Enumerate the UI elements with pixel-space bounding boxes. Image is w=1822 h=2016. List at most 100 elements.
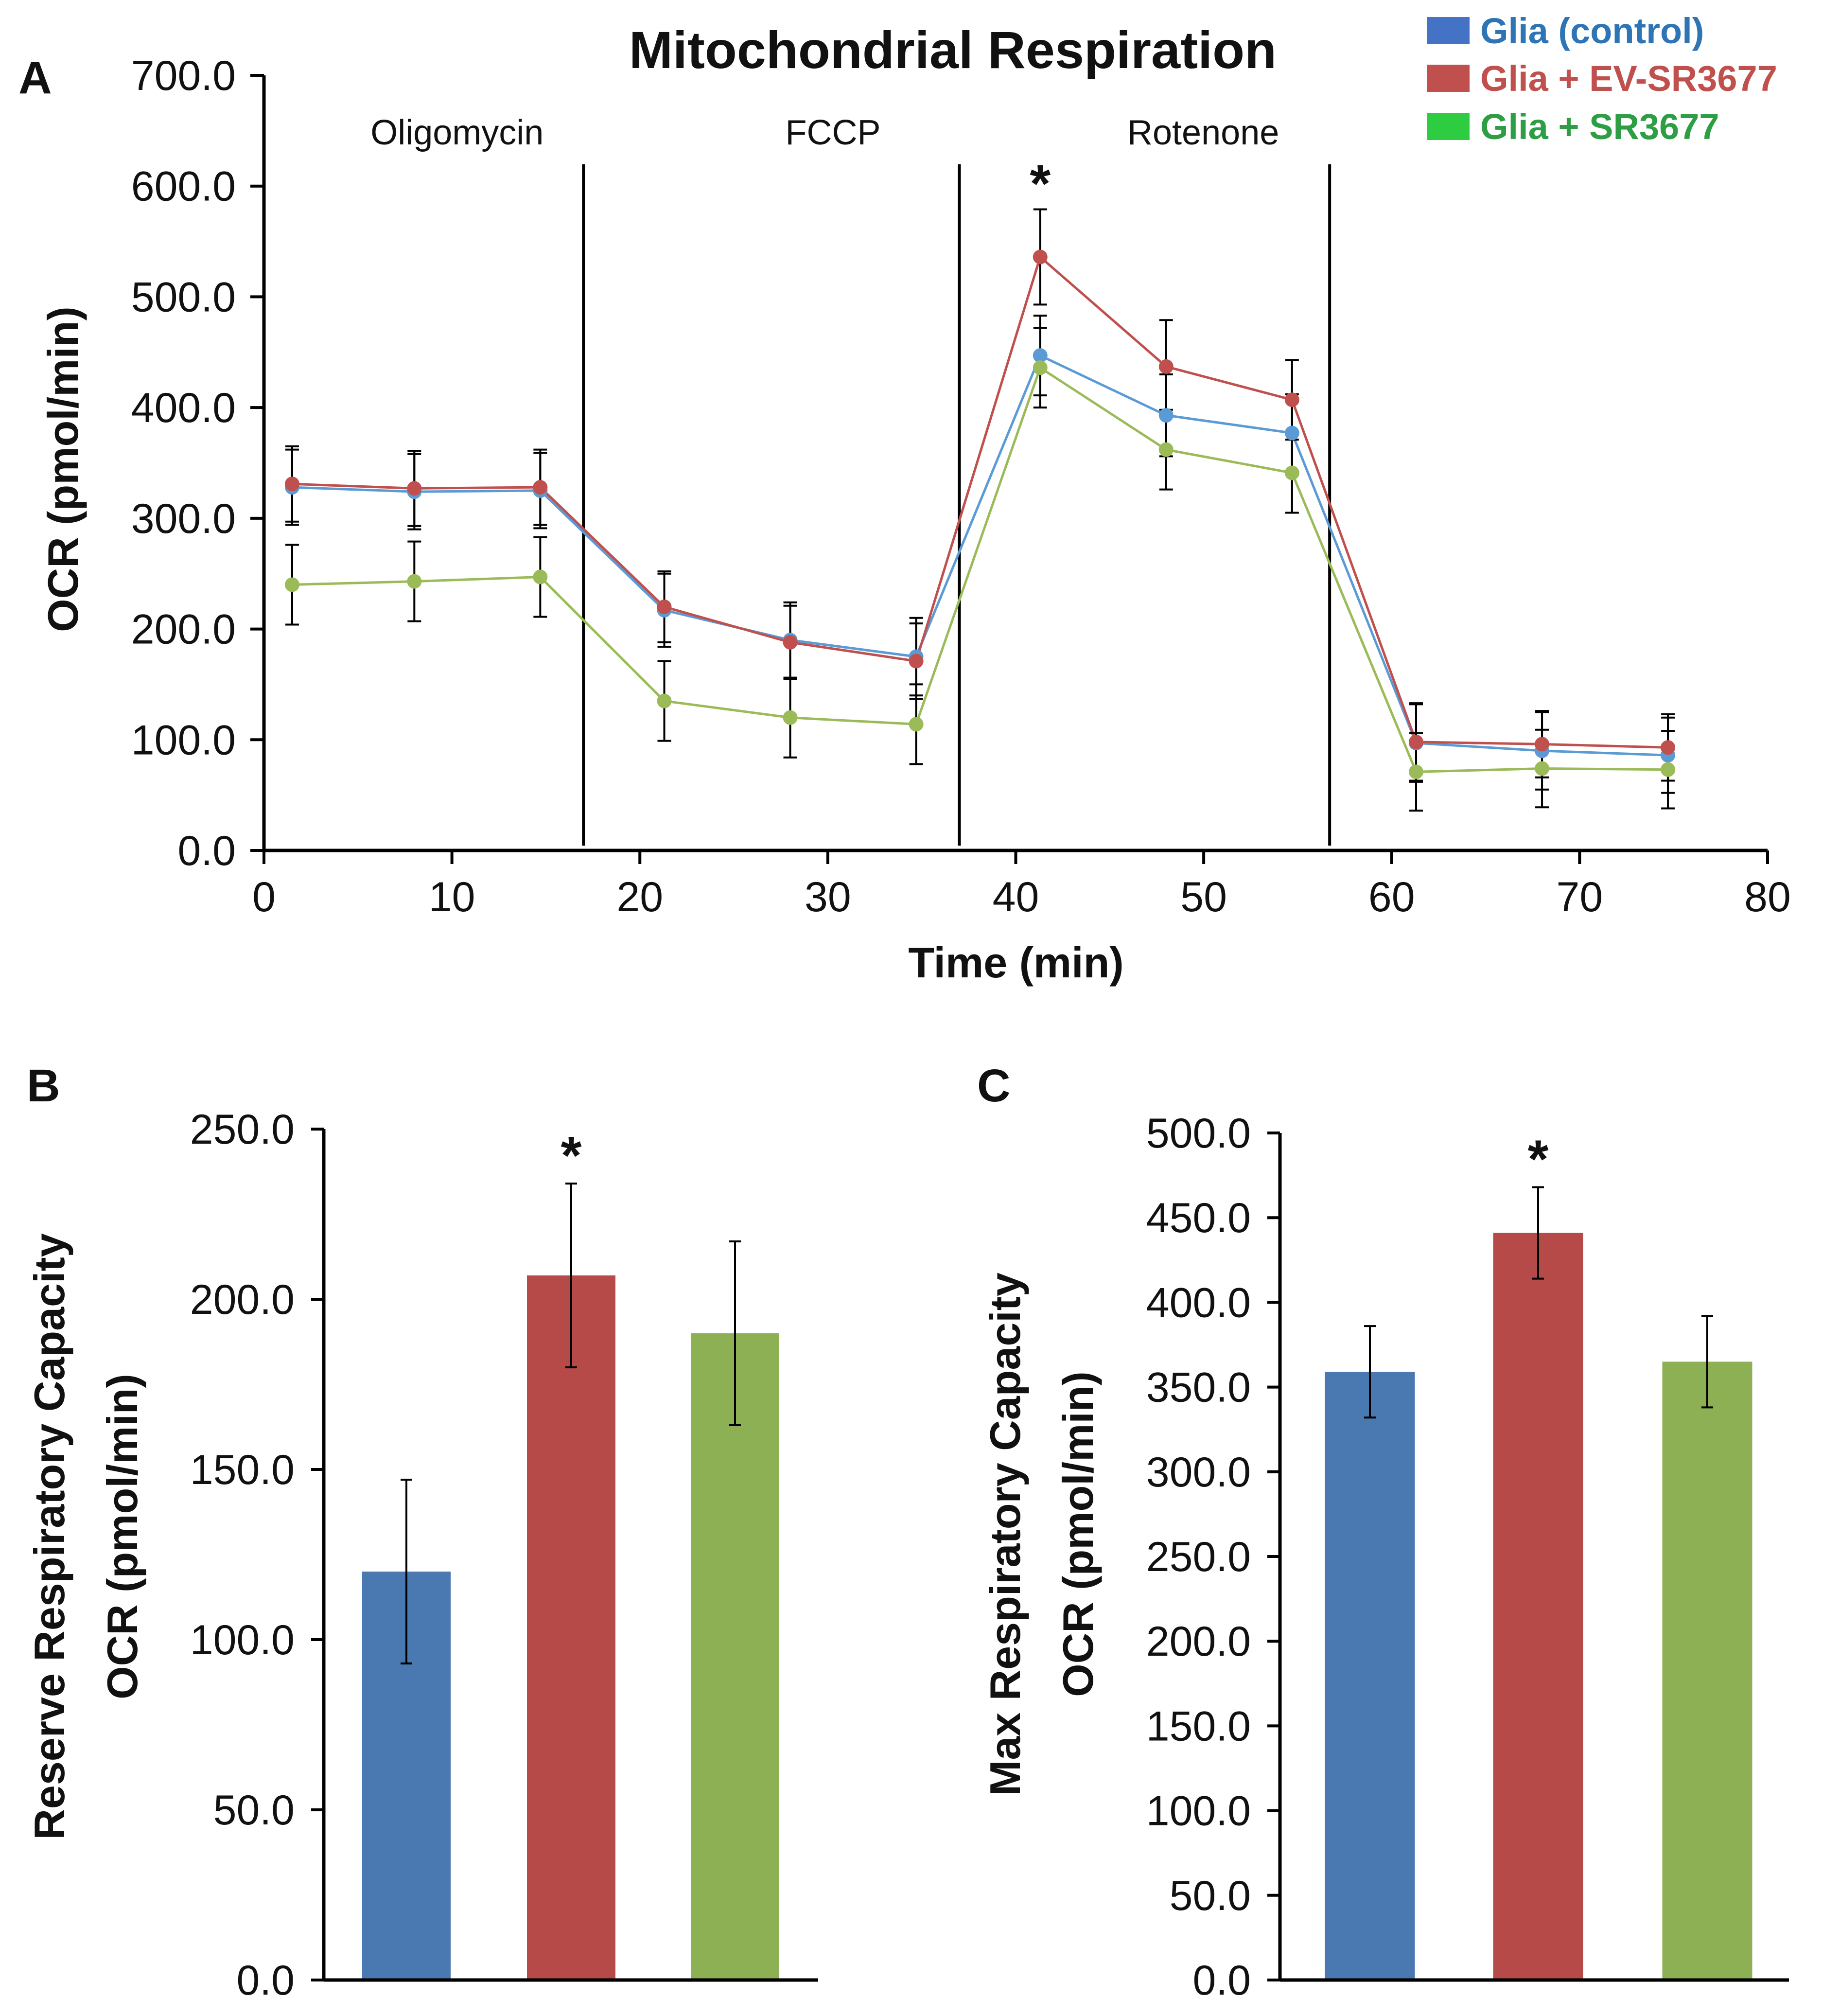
data-point (1033, 348, 1048, 363)
x-tick-label: 80 (1744, 874, 1791, 920)
data-point (1535, 761, 1550, 776)
y-tick-label: 50.0 (1170, 1873, 1251, 1919)
x-tick-label: 20 (616, 874, 663, 920)
bar-Glia + EV-SR3677 (1493, 1233, 1583, 1980)
legend-label: Glia (control) (1480, 11, 1704, 51)
data-point (1409, 764, 1424, 779)
panel-a-line-chart: A Mitochondrial Respiration Oligomycin FC… (18, 11, 1791, 987)
y-tick-label: 100.0 (1146, 1788, 1251, 1835)
data-point (407, 574, 422, 589)
data-point (1661, 740, 1676, 755)
significance-star: * (1528, 1129, 1549, 1189)
event-label: FCCP (786, 113, 881, 152)
x-tick-label: 30 (805, 874, 851, 920)
data-points (284, 249, 1676, 779)
chart-title: Mitochondrial Respiration (629, 20, 1277, 79)
significance-annotations: * (561, 1126, 582, 1185)
y-tick-label: 350.0 (1146, 1364, 1251, 1411)
error-bars (1364, 1186, 1713, 1419)
y-axis-title-line2: OCR (pmol/min) (98, 1374, 146, 1699)
legend-swatch (1427, 17, 1470, 44)
y-axis-title: OCR (pmol/min) (39, 306, 87, 632)
y-axis-ticks: 0.0 100.0 200.0 300.0 400.0 500.0 600.0 700.0 (131, 53, 264, 874)
y-tick-label: 150.0 (1146, 1703, 1251, 1750)
panel-c-bar-chart: C 0.0 50.0 100.0 150.0 200.0 250.0 300.0 350.0 4… (977, 1060, 1789, 2004)
significance-annotations: * (1030, 154, 1051, 213)
significance-star: * (561, 1126, 582, 1185)
data-point (1158, 359, 1174, 374)
y-tick-label: 0.0 (177, 828, 236, 874)
data-point (909, 654, 924, 669)
legend-swatch (1427, 113, 1470, 140)
y-tick-label: 450.0 (1146, 1195, 1251, 1241)
legend-label: Glia + EV-SR3677 (1480, 58, 1777, 99)
data-point (1409, 734, 1424, 749)
series-lines (292, 255, 1668, 773)
data-point (1158, 408, 1174, 423)
error-bars (285, 208, 1675, 812)
x-axis-ticks: 0 10 20 30 40 50 60 70 80 (252, 850, 1791, 920)
y-axis-ticks: 0.0 50.0 100.0 150.0 200.0 250.0 (190, 1106, 324, 2004)
data-point (657, 600, 672, 615)
y-tick-label: 100.0 (131, 717, 236, 763)
x-tick-label: 10 (429, 874, 475, 920)
y-axis-title-line2: OCR (pmol/min) (1054, 1371, 1102, 1697)
y-axis-title-line1: Max Respiratory Capacity (981, 1273, 1029, 1796)
y-tick-label: 250.0 (190, 1106, 295, 1153)
y-tick-label: 250.0 (1146, 1534, 1251, 1580)
bar-Glia + SR3677 (691, 1333, 779, 1980)
y-tick-label: 400.0 (1146, 1279, 1251, 1326)
y-tick-label: 50.0 (213, 1787, 295, 1834)
y-tick-label: 0.0 (236, 1957, 295, 2004)
y-axis-ticks: 0.0 50.0 100.0 150.0 200.0 250.0 300.0 350.0 400… (1146, 1110, 1280, 2004)
x-axis-title: Time (min) (908, 938, 1123, 987)
x-tick-label: 40 (993, 874, 1039, 920)
bar-Glia (control) (1325, 1372, 1415, 1980)
x-tick-label: 0 (252, 874, 276, 920)
series-line-Glia + SR3677 (292, 366, 1668, 773)
event-label: Oligomycin (370, 113, 543, 152)
y-tick-label: 500.0 (1146, 1110, 1251, 1157)
data-point (1535, 737, 1550, 752)
data-point (284, 477, 299, 492)
bars (362, 1275, 779, 1980)
data-point (1158, 442, 1174, 457)
y-tick-label: 500.0 (131, 274, 236, 320)
data-point (1033, 360, 1048, 375)
x-tick-label: 60 (1368, 874, 1415, 920)
data-point (783, 710, 798, 725)
data-point (284, 577, 299, 592)
y-tick-label: 300.0 (1146, 1449, 1251, 1496)
significance-star: * (1030, 154, 1051, 213)
y-tick-label: 100.0 (190, 1617, 295, 1663)
event-markers: Oligomycin FCCP Rotenone (370, 113, 1331, 846)
event-label: Rotenone (1127, 113, 1279, 152)
bar-Glia + EV-SR3677 (527, 1275, 615, 1980)
data-point (657, 693, 672, 708)
y-axis-title-line1: Reserve Respiratory Capacity (25, 1233, 73, 1839)
data-point (783, 635, 798, 650)
data-point (1284, 392, 1299, 407)
bars (1325, 1233, 1752, 1980)
y-tick-label: 200.0 (1146, 1618, 1251, 1665)
data-point (407, 481, 422, 496)
data-point (1284, 465, 1299, 480)
significance-annotations: * (1528, 1129, 1549, 1189)
data-point (533, 480, 548, 495)
y-tick-label: 0.0 (1192, 1957, 1251, 2004)
data-point (909, 717, 924, 732)
legend-swatch (1427, 65, 1470, 92)
y-tick-label: 600.0 (131, 163, 236, 210)
data-point (1661, 762, 1676, 777)
x-tick-label: 70 (1557, 874, 1603, 920)
data-point (533, 569, 548, 584)
series-line-Glia + EV-SR3677 (292, 255, 1668, 749)
y-tick-label: 150.0 (190, 1447, 295, 1493)
y-tick-label: 200.0 (190, 1276, 295, 1323)
data-point (1033, 249, 1048, 265)
panel-b-bar-chart: B 0.0 50.0 100.0 150.0 200.0 250.0 * Reserve … (25, 1060, 818, 2004)
y-tick-label: 400.0 (131, 385, 236, 431)
y-tick-label: 300.0 (131, 495, 236, 542)
panel-a-letter: A (18, 52, 52, 104)
